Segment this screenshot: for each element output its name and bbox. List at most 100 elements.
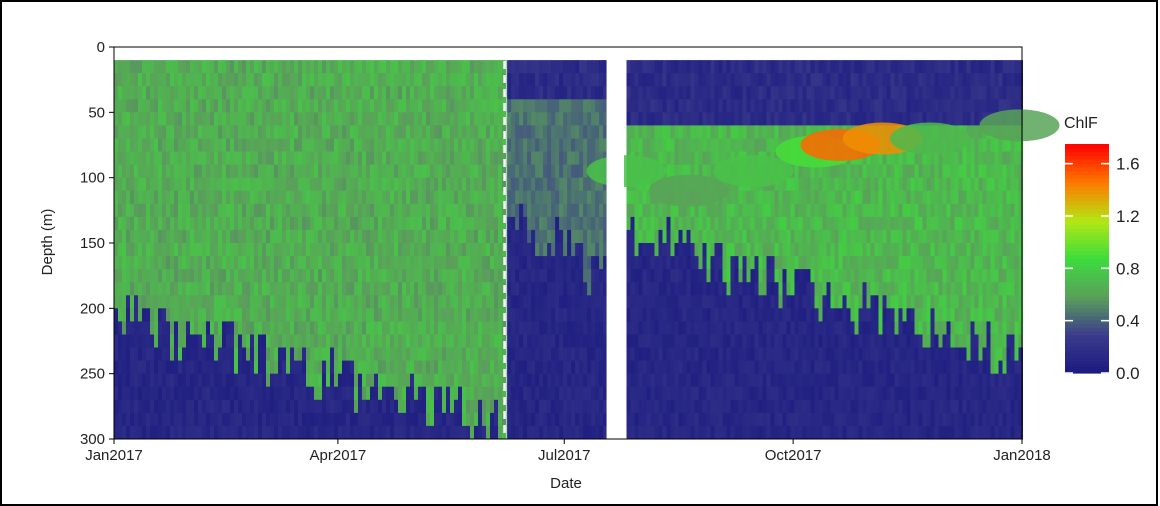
heatmap-cell (630, 425, 635, 440)
heatmap-cell (474, 282, 479, 296)
heatmap-cell (583, 112, 588, 126)
heatmap-cell (462, 151, 467, 166)
heatmap-cell (314, 177, 319, 192)
heatmap-cell (722, 73, 727, 87)
heatmap-cell (599, 112, 604, 126)
heatmap-cell (634, 425, 639, 440)
heatmap-cell (246, 203, 251, 218)
heatmap-cell (555, 86, 560, 100)
heatmap-cell (474, 412, 479, 427)
heatmap-cell (178, 86, 183, 100)
heatmap-cell (178, 308, 183, 322)
heatmap-cell (810, 425, 815, 440)
heatmap-cell (722, 373, 727, 388)
heatmap-cell (142, 256, 147, 270)
heatmap-cell (818, 112, 823, 126)
heatmap-cell (346, 295, 351, 309)
heatmap-cell (690, 216, 695, 231)
heatmap-cell (642, 99, 647, 113)
heatmap-cell (482, 125, 487, 139)
heatmap-cell (802, 86, 807, 100)
heatmap-cell (694, 138, 699, 153)
heatmap-cell (666, 151, 671, 166)
heatmap-cell (450, 216, 455, 231)
heatmap-cell (290, 73, 295, 87)
heatmap-cell (502, 412, 507, 427)
heatmap-cell (595, 282, 600, 296)
heatmap-cell (294, 164, 299, 179)
heatmap-cell (686, 412, 691, 427)
heatmap-cell (302, 190, 307, 205)
heatmap-cell (563, 86, 568, 100)
heatmap-cell (114, 60, 119, 74)
heatmap-cell (818, 308, 823, 322)
heatmap-cell (370, 138, 375, 153)
heatmap-cell (579, 99, 584, 113)
heatmap-cell (559, 256, 564, 270)
heatmap-cell (575, 112, 580, 126)
heatmap-cell (559, 373, 564, 388)
heatmap-cell (706, 269, 711, 283)
heatmap-cell (230, 386, 235, 401)
heatmap-cell (462, 229, 467, 244)
heatmap-cell (543, 229, 548, 244)
heatmap-cell (318, 360, 323, 375)
heatmap-cell (738, 412, 743, 427)
heatmap-cell (130, 321, 135, 335)
heatmap-cell (774, 177, 779, 192)
heatmap-cell (450, 399, 455, 414)
heatmap-cell (722, 229, 727, 244)
heatmap-cell (786, 112, 791, 126)
heatmap-cell (579, 151, 584, 166)
heatmap-cell (575, 73, 580, 87)
heatmap-cell (250, 112, 255, 126)
heatmap-cell (122, 243, 127, 257)
heatmap-cell (206, 60, 211, 74)
heatmap-cell (154, 164, 159, 179)
heatmap-cell (730, 203, 735, 218)
heatmap-cell (599, 269, 604, 283)
heatmap-cell (350, 308, 355, 322)
heatmap-cell (539, 99, 544, 113)
heatmap-cell (595, 190, 600, 205)
heatmap-cell (762, 112, 767, 126)
heatmap-cell (362, 412, 367, 427)
heatmap-cell (786, 334, 791, 349)
heatmap-cell (230, 112, 235, 126)
heatmap-cell (174, 256, 179, 270)
heatmap-cell (531, 112, 536, 126)
heatmap-cell (630, 190, 635, 205)
heatmap-cell (531, 425, 536, 440)
heatmap-cell (374, 425, 379, 440)
heatmap-cell (702, 386, 707, 401)
heatmap-cell (182, 360, 187, 375)
heatmap-cell (322, 203, 327, 218)
heatmap-cell (350, 151, 355, 166)
heatmap-cell (210, 216, 215, 231)
heatmap-cell (466, 60, 471, 74)
heatmap-cell (318, 216, 323, 231)
heatmap-cell (666, 60, 671, 74)
heatmap-cell (706, 386, 711, 401)
heatmap-cell (547, 60, 552, 74)
heatmap-cell (170, 190, 175, 205)
heatmap-cell (670, 60, 675, 74)
heatmap-cell (218, 373, 223, 388)
heatmap-cell (658, 412, 663, 427)
heatmap-cell (694, 321, 699, 335)
heatmap-cell (406, 216, 411, 231)
heatmap-cell (278, 269, 283, 283)
heatmap-cell (591, 373, 596, 388)
heatmap-cell (194, 399, 199, 414)
heatmap-cell (306, 412, 311, 427)
heatmap-cell (539, 177, 544, 192)
heatmap-cell (330, 347, 335, 362)
heatmap-cell (766, 112, 771, 126)
heatmap-cell (254, 386, 259, 401)
heatmap-cell (338, 125, 343, 139)
heatmap-cell (382, 112, 387, 126)
heatmap-cell (226, 138, 231, 153)
heatmap-cell (270, 73, 275, 87)
heatmap-cell (394, 269, 399, 283)
heatmap-cell (478, 177, 483, 192)
